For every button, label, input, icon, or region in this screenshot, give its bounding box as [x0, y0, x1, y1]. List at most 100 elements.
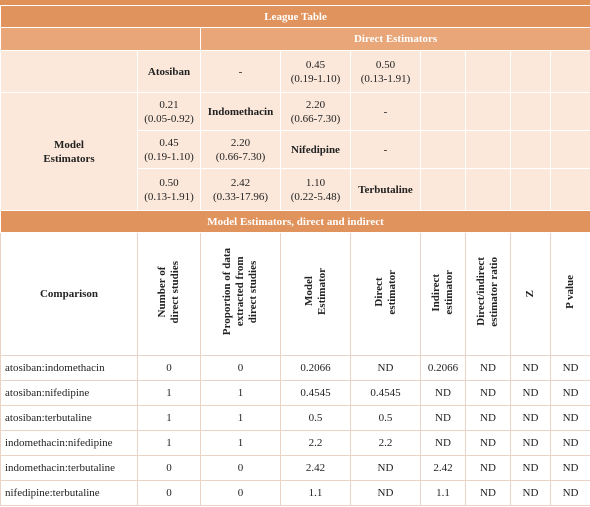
- cell-text: 1.10: [305, 176, 326, 189]
- data-cell: ND: [465, 405, 511, 431]
- league-cell: [510, 168, 551, 211]
- league-cell: [510, 92, 551, 131]
- cell-text: Comparison: [39, 288, 99, 300]
- data-cell: ND: [549, 380, 590, 406]
- league-cell: 0.45 (0.19-1.10): [137, 130, 201, 169]
- data-cell: 1: [137, 430, 201, 456]
- column-header: Number of direct studies: [137, 232, 201, 356]
- cell-text: 0.50: [375, 58, 396, 71]
- data-cell: ND: [510, 480, 551, 506]
- data-cell: 1.1: [280, 480, 351, 506]
- cell-text: 2.20: [230, 136, 251, 149]
- league-table: League Table Direct Estimators Atosiban -0.…: [0, 5, 590, 506]
- data-cell: ND: [350, 355, 421, 381]
- cell-text: Terbutaline: [358, 183, 413, 196]
- league-cell: Atosiban: [137, 50, 201, 93]
- data-cell: atosiban:nifedipine: [0, 380, 138, 406]
- league-cell: Indomethacin: [200, 92, 281, 131]
- data-cell: 0: [137, 455, 201, 481]
- league-row: 0.50 (0.13-1.91) 2.42 (0.33-17.96) 1.10 (0.22…: [1, 168, 590, 211]
- cell-text: 0.45: [159, 136, 179, 149]
- column-header: P value: [549, 232, 590, 356]
- data-cell: ND: [465, 355, 511, 381]
- league-cell: [510, 50, 551, 93]
- cell-text: Proportion of data: [221, 248, 233, 336]
- data-cell: 0.5: [280, 405, 351, 431]
- league-cell: 2.42 (0.33-17.96): [200, 168, 281, 211]
- data-cell: ND: [465, 430, 511, 456]
- model-label: Model Estimators: [0, 92, 138, 211]
- rotated-header: Model Estimator: [303, 268, 329, 315]
- rotated-header: P value: [564, 275, 577, 309]
- data-cell: 0: [200, 455, 281, 481]
- data-cell: ND: [549, 480, 590, 506]
- cell-text: -: [383, 143, 388, 156]
- data-row: atosiban:terbutaline 1 1 0.5 0.5 ND ND ND ND: [0, 405, 590, 431]
- cell-text: extracted from: [234, 257, 246, 327]
- cell-text: Model: [54, 138, 84, 151]
- data-cell: ND: [510, 355, 551, 381]
- cell-text: (0.33-17.96): [213, 190, 268, 203]
- data-cell: ND: [510, 380, 551, 406]
- blank: [0, 27, 201, 51]
- cell-text: -: [383, 105, 388, 118]
- data-cell: ND: [465, 480, 511, 506]
- data-cell: 1: [200, 380, 281, 406]
- data-cell: ND: [350, 455, 421, 481]
- cell-text: Indirect: [430, 273, 442, 311]
- league-cell: 0.50 (0.13-1.91): [137, 168, 201, 211]
- data-cell: ND: [465, 455, 511, 481]
- cell-text: (0.66-7.30): [290, 112, 341, 125]
- cell-text: Number of: [156, 266, 168, 318]
- league-cell: -: [350, 92, 421, 131]
- data-cell: ND: [465, 380, 511, 406]
- data-cell: ND: [350, 480, 421, 506]
- data-cell: 2.2: [350, 430, 421, 456]
- data-row: indomethacin:nifedipine 1 1 2.2 2.2 ND ND ND ND: [0, 430, 590, 456]
- top-band: [0, 0, 590, 5]
- cell-text: 0.45: [305, 58, 326, 71]
- data-cell: 1.1: [420, 480, 466, 506]
- cell-text: Direct: [372, 277, 385, 307]
- league-cell: [510, 130, 551, 169]
- league-cell: -: [350, 130, 421, 169]
- league-cell: [420, 130, 466, 169]
- cell-text: (0.19-1.10): [290, 72, 341, 85]
- data-cell: 0.4545: [280, 380, 351, 406]
- league-cell: [420, 50, 466, 93]
- data-cell: 2.42: [280, 455, 351, 481]
- cell-text: Estimators: [43, 152, 95, 165]
- data-cell: 0: [137, 480, 201, 506]
- data-cell: ND: [420, 405, 466, 431]
- league-row: Model Estimators 0.21 (0.05-0.92) Indomethac…: [0, 92, 590, 211]
- data-cell: ND: [549, 355, 590, 381]
- data-cell: 1: [200, 405, 281, 431]
- cell-text: (0.66-7.30): [215, 150, 266, 163]
- league-cell: [420, 168, 466, 211]
- league-cell: [465, 130, 511, 169]
- data-cell: 0: [200, 355, 281, 381]
- league-cell: [465, 92, 511, 131]
- cell-text: 2.42: [230, 176, 251, 189]
- cell-text: direct studies: [169, 260, 181, 324]
- data-cell: ND: [549, 455, 590, 481]
- data-row: indomethacin:terbutaline 0 0 2.42 ND 2.42 ND ND…: [0, 455, 590, 481]
- column-header: Direct/indirect estimator ratio: [465, 232, 511, 356]
- data-cell: 0: [137, 355, 201, 381]
- data-cell: 0.5: [350, 405, 421, 431]
- row: Direct Estimators: [0, 27, 590, 51]
- header-row: Comparison Number of direct studies Proport…: [0, 232, 590, 356]
- league-cell: 0.21 (0.05-0.92): [137, 92, 201, 131]
- league-cell: 0.45 (0.19-1.10): [280, 50, 351, 93]
- rotated-header: Direct estimator: [373, 270, 399, 315]
- league-cell: [465, 168, 511, 211]
- data-cell: nifedipine:terbutaline: [0, 480, 138, 506]
- data-cell: ND: [549, 430, 590, 456]
- data-cell: atosiban:indomethacin: [0, 355, 138, 381]
- cell-text: P value: [564, 275, 577, 309]
- cell-text: -: [238, 65, 243, 78]
- league-cell: [549, 50, 590, 93]
- cell-text: (0.22-5.48): [290, 190, 341, 203]
- direct-header: Direct Estimators: [199, 27, 590, 51]
